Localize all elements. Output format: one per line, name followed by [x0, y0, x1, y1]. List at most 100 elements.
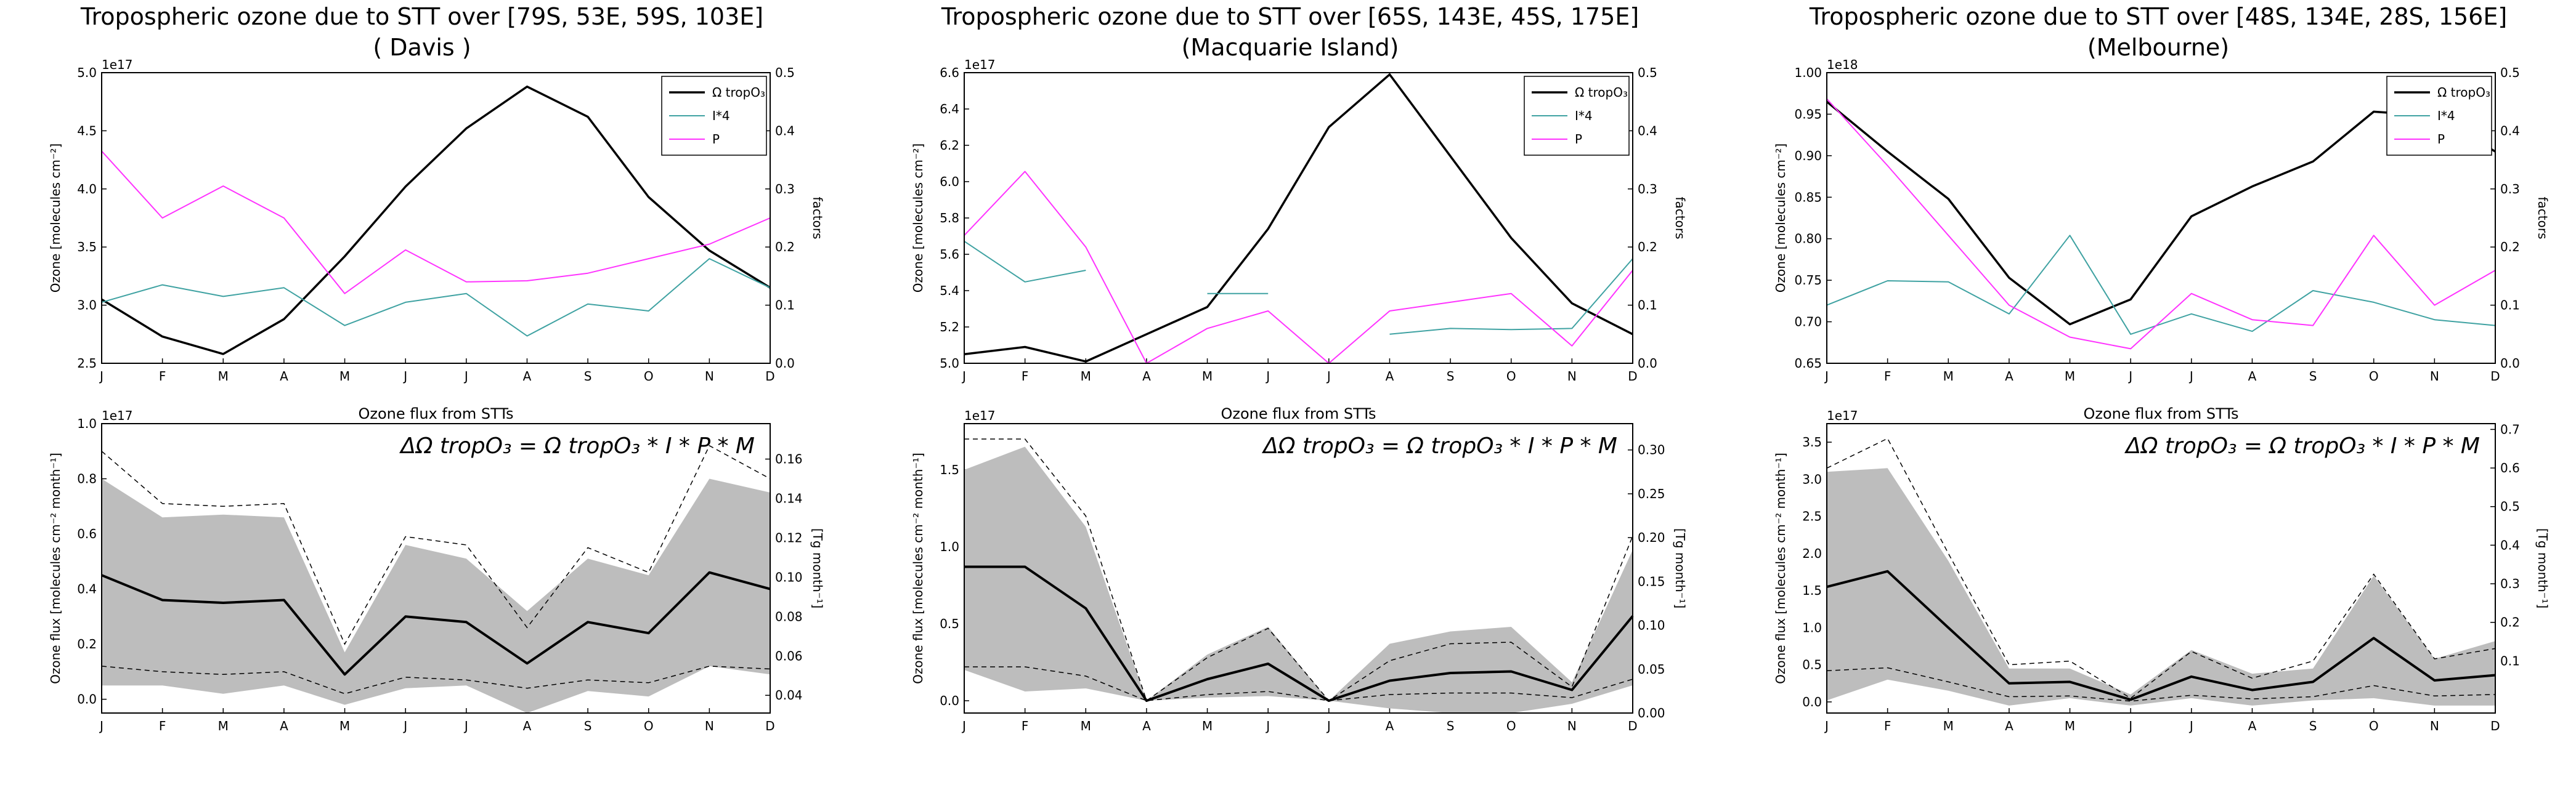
- y2-tick-label: 0.04: [775, 688, 803, 703]
- chart-3-ozone-factors: 5.0 5.2 5.4 5.6 5.8 6.0 6.2 6.4 6.6 0.0 0.1 0.2 0.3 0…: [911, 57, 1688, 384]
- plot-border: [964, 72, 1633, 364]
- y-tick-label: 5.6: [940, 247, 959, 262]
- x-tick-label: N: [1567, 369, 1577, 384]
- x-tick-label: N: [2430, 719, 2439, 733]
- y2-tick-label: 0.00: [1638, 706, 1665, 720]
- i4-line: [964, 240, 1086, 283]
- plot-border: [1826, 423, 2496, 714]
- y-tick-label: 1.0: [77, 416, 97, 431]
- i4-line: [1389, 258, 1633, 335]
- y2-tick-label: 0.0: [775, 356, 795, 371]
- omega-trop-o3-line: [1826, 100, 2496, 326]
- y2-tick-label: 0.1: [1638, 298, 1657, 313]
- y-offset-label: 1e17: [964, 408, 995, 423]
- y2-tick-label: 0.20: [1638, 530, 1665, 545]
- y2-tick-label: 0.1: [2500, 298, 2520, 313]
- y2-tick-label: 0.2: [2500, 240, 2520, 254]
- y2-tick-label: 0.25: [1638, 486, 1665, 501]
- x-tick-label: O: [2369, 369, 2379, 384]
- y-tick-label: 0.0: [1802, 695, 1822, 709]
- uncertainty-band: [1827, 468, 2495, 706]
- x-tick-label: J: [2127, 369, 2132, 384]
- y-tick-label: 3.5: [77, 240, 97, 254]
- y2-tick-label: 0.4: [775, 123, 795, 138]
- x-tick-label: O: [644, 369, 654, 384]
- y2-tick-label: 0.4: [1638, 123, 1657, 138]
- legend-item-omega-label: Ω tropO₃: [1575, 85, 1628, 100]
- x-tick-label: S: [2309, 369, 2317, 384]
- y-tick-label: 1.00: [1794, 65, 1822, 80]
- x-tick-label: F: [1022, 369, 1029, 384]
- y-axis-label: Ozone flux [molecules cm⁻² month⁻¹]: [48, 453, 63, 684]
- legend-item-p-label: P: [2437, 132, 2445, 147]
- panel-2-title: Tropospheric ozone due to STT over [65S,…: [890, 1, 1691, 63]
- y-tick-label: 4.0: [77, 182, 97, 196]
- y2-axis-label: factors: [2535, 196, 2550, 239]
- y2-tick-label: 0.3: [1638, 182, 1657, 196]
- mean-flux-line: [1826, 570, 2496, 701]
- y-tick-label: 3.0: [77, 298, 97, 313]
- upper-bound-line: [964, 438, 1633, 702]
- x-tick-label: J: [1265, 369, 1270, 384]
- x-tick-label: M: [1943, 719, 1954, 733]
- y-tick-label: 2.0: [1802, 546, 1822, 561]
- uncertainty-band: [102, 478, 770, 713]
- y2-tick-label: 0.5: [775, 65, 795, 80]
- y-offset-label: 1e17: [102, 57, 132, 72]
- y2-tick-label: 0.14: [775, 491, 803, 506]
- y-tick-label: 6.4: [940, 102, 959, 116]
- x-tick-label: N: [705, 719, 714, 733]
- x-tick-label: A: [280, 369, 288, 384]
- x-tick-label: A: [1142, 369, 1151, 384]
- y2-axis-label: factors: [810, 196, 825, 239]
- flux-formula: ΔΩ tropO₃ = Ω tropO₃ * I * P * M: [2124, 433, 2480, 459]
- y-tick-label: 0.70: [1794, 315, 1822, 329]
- x-tick-label: F: [1022, 719, 1029, 733]
- x-tick-label: N: [2430, 369, 2439, 384]
- y2-tick-label: 0.0: [2500, 356, 2520, 371]
- x-tick-label: M: [1202, 369, 1213, 384]
- x-tick-label: A: [2005, 369, 2013, 384]
- x-tick-label: A: [1142, 719, 1151, 733]
- x-tick-label: S: [1447, 369, 1455, 384]
- x-tick-label: A: [1386, 369, 1394, 384]
- legend: Ω tropO₃ I*4 P: [2386, 76, 2492, 156]
- y2-tick-label: 0.3: [775, 182, 795, 196]
- x-tick-label: M: [339, 719, 350, 733]
- x-tick-label: F: [159, 369, 166, 384]
- y2-tick-label: 0.4: [2500, 538, 2520, 552]
- x-tick-label: M: [1081, 719, 1091, 733]
- y2-tick-label: 0.12: [775, 530, 803, 545]
- lower-bound-line: [1826, 667, 2496, 702]
- legend-item-i4-label: I*4: [2437, 108, 2455, 123]
- y-offset-label: 1e17: [964, 57, 995, 72]
- y2-tick-label: 0.10: [775, 570, 803, 584]
- y-tick-label: 3.0: [1802, 472, 1822, 486]
- y-axis-label: Ozone [molecules cm⁻²]: [1773, 143, 1788, 292]
- x-tick-label: J: [2188, 369, 2193, 384]
- y-tick-label: 0.5: [1802, 658, 1822, 672]
- omega-trop-o3-line: [964, 73, 1633, 363]
- plot-border: [964, 423, 1633, 714]
- y2-tick-label: 0.5: [2500, 499, 2520, 514]
- lower-bound-line: [964, 666, 1633, 701]
- x-tick-label: A: [523, 369, 532, 384]
- y2-tick-label: 0.2: [775, 240, 795, 254]
- x-tick-label: A: [2248, 369, 2257, 384]
- y2-tick-label: 0.1: [775, 298, 795, 313]
- y-tick-label: 3.5: [1802, 435, 1822, 449]
- y-tick-label: 0.0: [940, 693, 959, 708]
- x-tick-label: J: [1326, 369, 1331, 384]
- y-offset-label: 1e17: [1827, 408, 1858, 423]
- x-tick-label: D: [1628, 369, 1637, 384]
- legend-item-omega-label: Ω tropO₃: [2437, 85, 2490, 100]
- y-tick-label: 1.0: [940, 539, 959, 554]
- x-tick-label: M: [339, 369, 350, 384]
- mean-flux-line: [964, 565, 1634, 702]
- uncertainty-band: [964, 446, 1633, 713]
- x-tick-label: F: [159, 719, 166, 733]
- y-tick-label: 5.8: [940, 211, 959, 225]
- x-tick-label: M: [218, 719, 229, 733]
- x-tick-label: A: [1386, 719, 1394, 733]
- p-line: [101, 150, 771, 294]
